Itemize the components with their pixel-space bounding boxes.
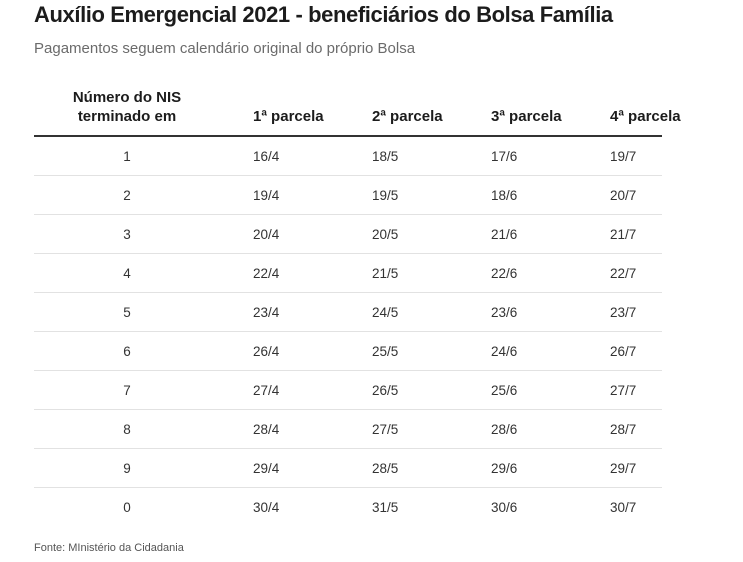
payment-schedule-table: Número do NIS terminado em 1ª parcela 2ª… [34, 82, 681, 526]
cell-parcela-4: 30/7 [610, 499, 637, 515]
cell-nis: 7 [34, 370, 220, 410]
table-row: 5 23/4 24/5 23/6 23/7 [34, 292, 662, 332]
cell-parcela-2: 31/5 [372, 499, 399, 515]
cell-parcela-1: 28/4 [220, 409, 339, 449]
cell-parcela-3: 30/6 [491, 499, 518, 515]
cell-parcela-1: 19/4 [220, 175, 339, 215]
cell-parcela-3: 17/6 [458, 136, 577, 176]
cell-parcela-1: 16/4 [220, 136, 339, 176]
cell-parcela-4: 28/7 [577, 409, 662, 449]
table-row: 2 19/4 19/5 18/6 20/7 [34, 175, 662, 215]
cell-nis: 6 [34, 331, 220, 371]
page-title: Auxílio Emergencial 2021 - beneficiários… [34, 2, 613, 27]
cell-nis: 3 [34, 214, 220, 254]
table-header-row: Número do NIS terminado em 1ª parcela 2ª… [34, 82, 681, 137]
table-row: 9 29/4 28/5 29/6 29/7 [34, 448, 662, 488]
table-body: 1 16/4 18/5 17/6 19/7 2 19/4 19/5 18/6 20/7 3 20/4 2… [34, 136, 662, 526]
header-parcela-1: 1ª parcela [220, 82, 339, 137]
cell-parcela-2: 25/5 [339, 331, 458, 371]
cell-nis: 0 [123, 499, 131, 515]
source-note: Fonte: MInistério da Cidadania [34, 542, 184, 554]
cell-nis: 2 [34, 175, 220, 215]
header-parcela-3: 3ª parcela [458, 82, 577, 137]
cell-nis: 4 [34, 253, 220, 293]
cell-parcela-2: 26/5 [339, 370, 458, 410]
cell-parcela-4: 26/7 [577, 331, 662, 371]
header-nis-line1: Número do NIS [72, 89, 182, 106]
cell-parcela-4: 27/7 [577, 370, 662, 410]
cell-parcela-1: 27/4 [220, 370, 339, 410]
cell-parcela-3: 25/6 [458, 370, 577, 410]
cell-parcela-1: 26/4 [220, 331, 339, 371]
cell-nis: 1 [34, 136, 220, 176]
cell-parcela-2: 21/5 [339, 253, 458, 293]
cell-parcela-4: 29/7 [577, 448, 662, 488]
cell-parcela-1: 22/4 [220, 253, 339, 293]
header-nis: Número do NIS terminado em [34, 82, 220, 137]
page-subtitle: Pagamentos seguem calendário original do… [34, 40, 416, 57]
cell-parcela-1: 20/4 [220, 214, 339, 254]
cell-parcela-4: 20/7 [577, 175, 662, 215]
cell-nis: 5 [34, 292, 220, 332]
cell-parcela-2: 20/5 [339, 214, 458, 254]
cell-parcela-3: 21/6 [458, 214, 577, 254]
table-row: 7 27/4 26/5 25/6 27/7 [34, 370, 662, 410]
cell-parcela-3: 22/6 [458, 253, 577, 293]
cell-parcela-1: 23/4 [220, 292, 339, 332]
header-parcela-4: 4ª parcela [577, 82, 681, 137]
cell-parcela-3: 18/6 [458, 175, 577, 215]
cell-nis: 8 [34, 409, 220, 449]
cell-parcela-4: 22/7 [577, 253, 662, 293]
cell-parcela-3: 28/6 [458, 409, 577, 449]
cell-parcela-2: 24/5 [339, 292, 458, 332]
cell-parcela-4: 21/7 [577, 214, 662, 254]
cell-parcela-3: 24/6 [458, 331, 577, 371]
cell-nis: 9 [34, 448, 220, 488]
cell-parcela-4: 19/7 [577, 136, 662, 176]
table-row: 4 22/4 21/5 22/6 22/7 [34, 253, 662, 293]
table-row: 3 20/4 20/5 21/6 21/7 [34, 214, 662, 254]
header-parcela-2: 2ª parcela [339, 82, 458, 137]
cell-parcela-2: 28/5 [339, 448, 458, 488]
table-row: 8 28/4 27/5 28/6 28/7 [34, 409, 662, 449]
cell-parcela-4: 23/7 [577, 292, 662, 332]
cell-parcela-3: 23/6 [458, 292, 577, 332]
cell-parcela-3: 29/6 [458, 448, 577, 488]
cell-parcela-1: 29/4 [220, 448, 339, 488]
table-row: 0 30/4 31/5 30/6 30/7 [34, 488, 662, 527]
cell-parcela-2: 18/5 [339, 136, 458, 176]
cell-parcela-1: 30/4 [253, 499, 280, 515]
cell-parcela-2: 27/5 [339, 409, 458, 449]
table-row: 6 26/4 25/5 24/6 26/7 [34, 331, 662, 371]
cell-parcela-2: 19/5 [339, 175, 458, 215]
header-nis-line2: terminado em [77, 108, 177, 125]
table-row: 1 16/4 18/5 17/6 19/7 [34, 136, 662, 176]
